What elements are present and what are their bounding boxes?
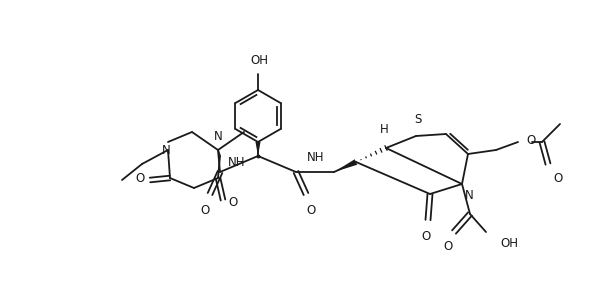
Text: O: O [553,172,562,185]
Text: S: S [414,113,422,126]
Text: H: H [380,123,388,136]
Text: O: O [201,204,210,217]
Polygon shape [334,159,357,172]
Text: N: N [465,189,474,202]
Text: NH: NH [228,156,246,168]
Text: OH: OH [500,237,518,250]
Text: N: N [214,130,222,143]
Text: O: O [526,133,535,147]
Text: O: O [228,195,237,209]
Text: OH: OH [250,54,268,67]
Text: O: O [443,240,452,253]
Text: O: O [135,171,144,185]
Text: NH: NH [307,151,325,164]
Text: O: O [422,230,431,243]
Text: O: O [306,204,316,217]
Text: N: N [162,143,170,157]
Polygon shape [255,142,260,156]
